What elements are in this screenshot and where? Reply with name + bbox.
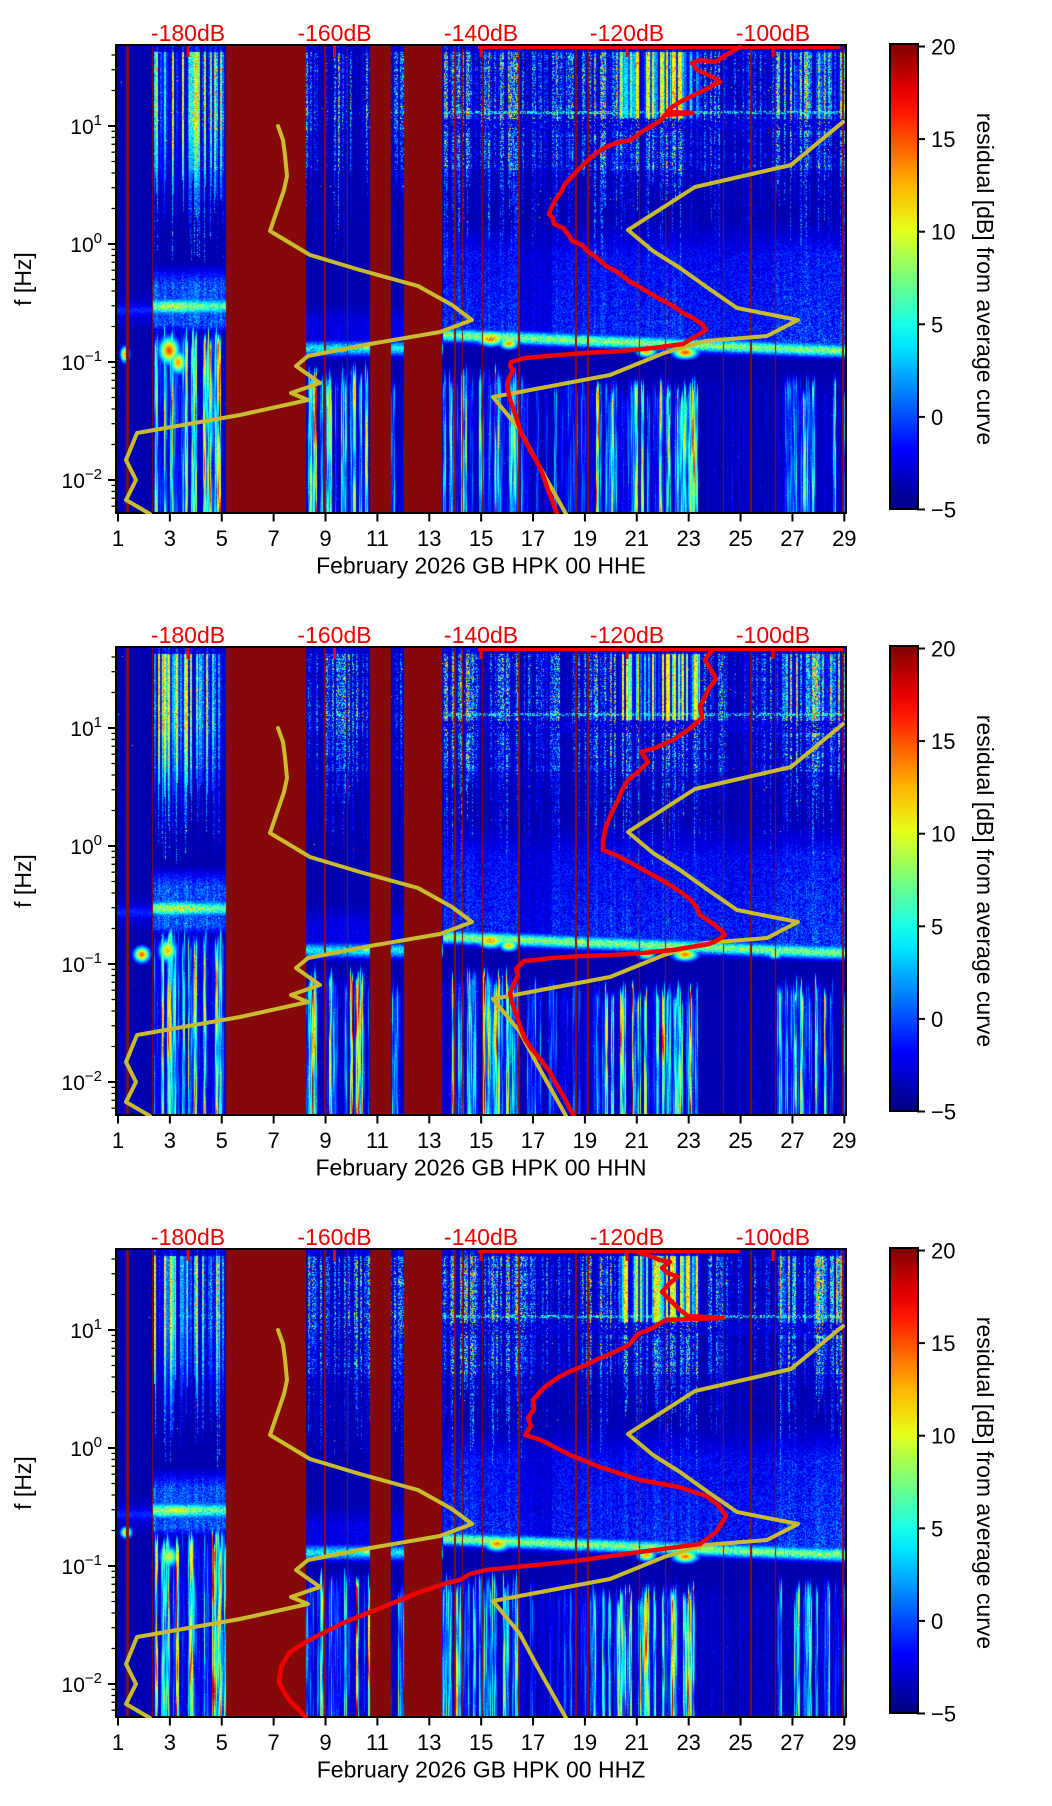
svg-text:11: 11	[366, 526, 389, 551]
svg-text:10−2: 10−2	[62, 466, 102, 493]
svg-text:3: 3	[164, 1730, 176, 1755]
svg-text:10−1: 10−1	[62, 1552, 102, 1579]
svg-text:21: 21	[625, 1730, 649, 1755]
svg-text:19: 19	[573, 1128, 597, 1153]
svg-text:February 2026 GB HPK 00 HHN: February 2026 GB HPK 00 HHN	[315, 1155, 646, 1181]
svg-text:19: 19	[573, 1730, 597, 1755]
svg-text:7: 7	[268, 1730, 280, 1755]
svg-text:25: 25	[728, 526, 752, 551]
svg-text:27: 27	[780, 1128, 804, 1153]
svg-text:10−2: 10−2	[62, 1670, 102, 1697]
svg-text:9: 9	[319, 526, 331, 551]
svg-text:13: 13	[417, 526, 441, 551]
svg-text:f [Hz]: f [Hz]	[10, 252, 36, 306]
svg-text:-180dB: -180dB	[151, 20, 225, 46]
svg-text:−5: −5	[931, 498, 956, 523]
svg-text:-100dB: -100dB	[736, 622, 810, 648]
svg-text:19: 19	[573, 526, 597, 551]
svg-text:29: 29	[832, 526, 856, 551]
svg-text:5: 5	[216, 526, 228, 551]
svg-text:9: 9	[319, 1730, 331, 1755]
svg-text:10: 10	[931, 220, 955, 245]
svg-text:100: 100	[70, 1434, 102, 1461]
svg-text:3: 3	[164, 1128, 176, 1153]
svg-text:−5: −5	[931, 1702, 956, 1727]
svg-text:−5: −5	[931, 1100, 956, 1125]
svg-text:-100dB: -100dB	[736, 20, 810, 46]
svg-text:25: 25	[728, 1730, 752, 1755]
svg-text:10: 10	[931, 1424, 955, 1449]
svg-text:17: 17	[521, 1128, 545, 1153]
svg-text:15: 15	[469, 526, 493, 551]
svg-text:-100dB: -100dB	[736, 1224, 810, 1250]
svg-text:residual [dB] from average cur: residual [dB] from average curve	[972, 113, 998, 445]
svg-text:1: 1	[112, 526, 124, 551]
svg-text:February 2026 GB HPK 00 HHE: February 2026 GB HPK 00 HHE	[316, 553, 646, 579]
svg-text:-180dB: -180dB	[151, 622, 225, 648]
svg-text:7: 7	[268, 1128, 280, 1153]
svg-text:3: 3	[164, 526, 176, 551]
svg-text:13: 13	[417, 1128, 441, 1153]
svg-text:-120dB: -120dB	[590, 1224, 664, 1250]
svg-text:10−2: 10−2	[62, 1068, 102, 1095]
svg-text:5: 5	[931, 1516, 943, 1541]
svg-text:7: 7	[268, 526, 280, 551]
svg-text:17: 17	[521, 1730, 545, 1755]
svg-text:23: 23	[676, 526, 700, 551]
svg-text:15: 15	[931, 1331, 955, 1356]
svg-text:21: 21	[625, 1128, 649, 1153]
svg-text:0: 0	[931, 405, 943, 430]
svg-text:10: 10	[931, 822, 955, 847]
svg-text:0: 0	[931, 1609, 943, 1634]
svg-text:101: 101	[70, 112, 102, 139]
svg-text:15: 15	[469, 1128, 493, 1153]
svg-text:17: 17	[521, 526, 545, 551]
svg-text:-140dB: -140dB	[444, 622, 518, 648]
svg-text:20: 20	[931, 637, 955, 662]
svg-text:-120dB: -120dB	[590, 20, 664, 46]
svg-text:f [Hz]: f [Hz]	[10, 1456, 36, 1510]
svg-text:15: 15	[931, 127, 955, 152]
svg-text:f [Hz]: f [Hz]	[10, 854, 36, 908]
svg-text:-140dB: -140dB	[444, 1224, 518, 1250]
svg-text:residual [dB] from average cur: residual [dB] from average curve	[972, 1317, 998, 1649]
svg-text:23: 23	[676, 1128, 700, 1153]
svg-text:23: 23	[676, 1730, 700, 1755]
svg-text:100: 100	[70, 832, 102, 859]
svg-text:9: 9	[319, 1128, 331, 1153]
svg-text:27: 27	[780, 1730, 804, 1755]
svg-text:10−1: 10−1	[62, 348, 102, 375]
svg-text:20: 20	[931, 35, 955, 60]
svg-text:-180dB: -180dB	[151, 1224, 225, 1250]
svg-text:11: 11	[366, 1730, 389, 1755]
svg-text:residual [dB] from average cur: residual [dB] from average curve	[972, 715, 998, 1047]
svg-text:29: 29	[832, 1730, 856, 1755]
svg-text:-140dB: -140dB	[444, 20, 518, 46]
svg-text:101: 101	[70, 1316, 102, 1343]
svg-text:February 2026 GB HPK 00 HHZ: February 2026 GB HPK 00 HHZ	[317, 1757, 646, 1783]
svg-text:25: 25	[728, 1128, 752, 1153]
svg-text:-160dB: -160dB	[297, 622, 371, 648]
svg-text:101: 101	[70, 714, 102, 741]
svg-text:15: 15	[931, 729, 955, 754]
svg-text:5: 5	[216, 1128, 228, 1153]
svg-text:21: 21	[625, 526, 649, 551]
svg-text:5: 5	[931, 914, 943, 939]
svg-text:20: 20	[931, 1239, 955, 1264]
svg-text:-160dB: -160dB	[297, 1224, 371, 1250]
svg-text:27: 27	[780, 526, 804, 551]
svg-text:100: 100	[70, 230, 102, 257]
svg-text:11: 11	[366, 1128, 389, 1153]
svg-text:5: 5	[216, 1730, 228, 1755]
svg-text:1: 1	[112, 1730, 124, 1755]
svg-text:15: 15	[469, 1730, 493, 1755]
svg-text:-120dB: -120dB	[590, 622, 664, 648]
svg-text:-160dB: -160dB	[297, 20, 371, 46]
svg-text:13: 13	[417, 1730, 441, 1755]
svg-text:29: 29	[832, 1128, 856, 1153]
svg-text:10−1: 10−1	[62, 950, 102, 977]
svg-text:0: 0	[931, 1007, 943, 1032]
svg-text:1: 1	[112, 1128, 124, 1153]
svg-text:5: 5	[931, 312, 943, 337]
